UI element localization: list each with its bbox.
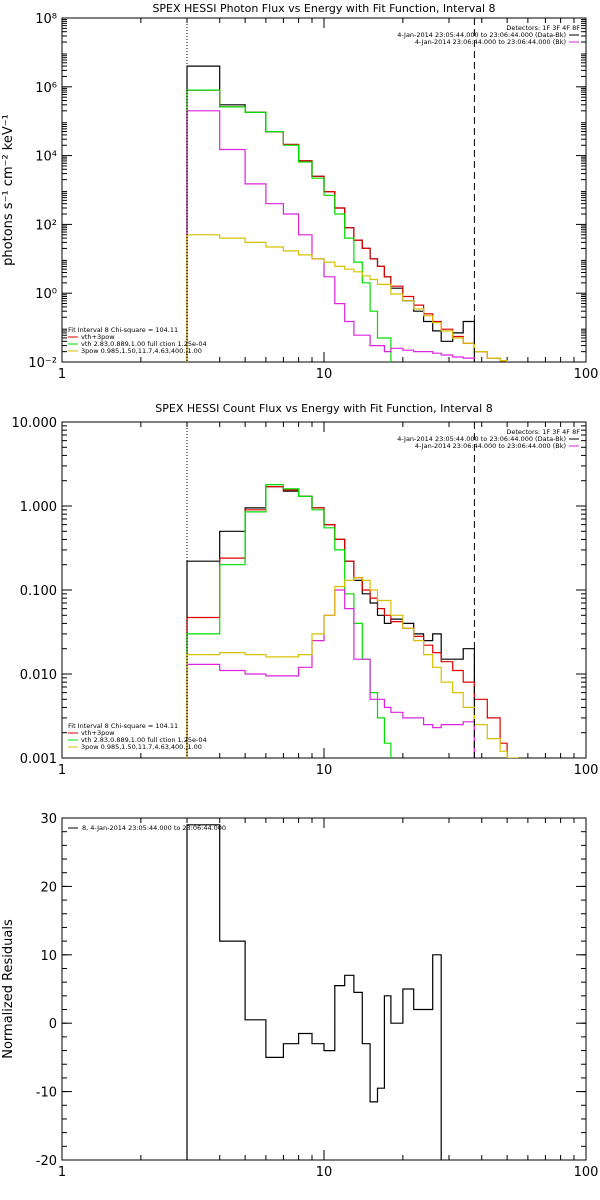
legend-entry: 4-Jan-2014 23:06:44.000 to 23:06:44.000 … xyxy=(415,442,566,450)
series-line-0 xyxy=(186,824,442,1160)
y-tick-label: -10 xyxy=(36,1086,57,1101)
series-line-1 xyxy=(186,486,508,758)
legend-entry: vth+3pow xyxy=(81,729,115,737)
x-tick-label: 100 xyxy=(574,367,599,382)
x-tick-label: 1 xyxy=(58,1165,66,1180)
residuals-panel: 1 10 100 -20 -10 0 10 20 30 Normalized Residuals 8… xyxy=(1,812,598,1180)
legend-header: Fit Interval 8 Chi-square = 104.11 xyxy=(68,722,178,730)
legend-entry: 4-Jan-2014 23:06:44.000 to 23:06:44.000 … xyxy=(415,38,566,46)
y-tick-label: 10⁸ xyxy=(35,12,57,27)
legend-bottom: Fit Interval 8 Chi-square = 104.11vth+3p… xyxy=(68,722,207,751)
legend-entry: 4-Jan-2014 23:05:44.000 to 23:06:44.000 … xyxy=(397,31,566,39)
legend-top: Detectors: 1F 3F 4F 8F4-Jan-2014 23:05:4… xyxy=(397,428,580,450)
legend-top: 8, 4-Jan-2014 23:05:44.000 to 23:06:44.0… xyxy=(68,824,226,832)
plot-frame xyxy=(61,421,587,759)
series-group xyxy=(186,65,508,362)
x-tick-label: 1 xyxy=(58,763,66,778)
y-tick-label: 20 xyxy=(40,880,57,895)
series-line-1 xyxy=(186,89,508,362)
legend-header: Fit Interval 8 Chi-square = 104.11 xyxy=(68,326,178,334)
y-tick-label: 0.001 xyxy=(20,752,57,767)
y-tick-label: 0 xyxy=(49,1017,57,1032)
series-group xyxy=(186,484,519,758)
x-tick-label: 10 xyxy=(316,1165,333,1180)
legend-entry: 4-Jan-2014 23:05:44.000 to 23:06:44.000 … xyxy=(397,435,566,443)
y-axis: -20 -10 0 10 20 30 xyxy=(36,812,586,1169)
legend-entry: vth+3pow xyxy=(81,333,115,341)
y-tick-label: 10 xyxy=(40,949,57,964)
y-axis-label: photons s⁻¹ cm⁻² keV⁻¹ xyxy=(1,114,16,266)
count-flux-panel: SPEX HESSI Count Flux vs Energy with Fit… xyxy=(12,402,599,778)
y-tick-label: 10⁴ xyxy=(35,150,57,165)
legend-entry: 3pow 0.985,1.50,11.7,4.63,400.,1.00 xyxy=(81,743,202,751)
series-line-2 xyxy=(186,89,392,362)
series-line-2 xyxy=(186,484,392,758)
y-tick-label: -20 xyxy=(36,1154,57,1169)
x-tick-label: 10 xyxy=(316,763,333,778)
series-line-0 xyxy=(186,65,475,362)
legend-top: Detectors: 1F 3F 4F 8F4-Jan-2014 23:05:4… xyxy=(397,24,580,46)
legend-header: Detectors: 1F 3F 4F 8F xyxy=(506,428,580,436)
legend-entry: vth 2.83,0.889,1.00 full ction 1.25e-04 xyxy=(81,736,207,744)
y-tick-label: 0.010 xyxy=(20,668,57,683)
y-tick-label: 1.000 xyxy=(20,500,57,515)
series-line-4 xyxy=(186,577,519,758)
x-axis: 1 10 100 xyxy=(58,18,599,382)
series-line-4 xyxy=(186,234,508,362)
series-line-3 xyxy=(186,589,475,758)
legend-entry: 3pow 0.985,1.50,11.7,4.63,400.,1.00 xyxy=(81,347,202,355)
y-axis: 0.001 0.010 0.100 1.000 10.000 xyxy=(12,416,586,767)
photon-flux-panel: SPEX HESSI Photon Flux vs Energy with Fi… xyxy=(1,2,598,382)
series-line-3 xyxy=(186,110,475,362)
legend-entry: 8, 4-Jan-2014 23:05:44.000 to 23:06:44.0… xyxy=(82,824,226,832)
y-tick-label: 10² xyxy=(35,218,57,233)
x-axis: 1 10 100 xyxy=(58,818,599,1180)
series-group xyxy=(186,824,442,1160)
y-tick-label: 30 xyxy=(40,812,57,827)
chart-title: SPEX HESSI Count Flux vs Energy with Fit… xyxy=(155,402,492,415)
y-axis-label: Normalized Residuals xyxy=(1,919,16,1059)
y-tick-label: 0.100 xyxy=(20,584,57,599)
x-tick-label: 100 xyxy=(574,1165,599,1180)
x-tick-label: 100 xyxy=(574,763,599,778)
legend-entry: vth 2.83,0.889,1.00 full ction 1.25e-04 xyxy=(81,340,207,348)
chart-title: SPEX HESSI Photon Flux vs Energy with Fi… xyxy=(152,2,495,15)
y-tick-label: 10⁶ xyxy=(35,81,57,96)
x-tick-label: 10 xyxy=(316,367,333,382)
plot-frame xyxy=(61,817,587,1161)
y-tick-label: 10⁻² xyxy=(28,356,57,371)
x-tick-label: 1 xyxy=(58,367,66,382)
legend-header: Detectors: 1F 3F 4F 8F xyxy=(506,24,580,32)
legend-bottom: Fit Interval 8 Chi-square = 104.11vth+3p… xyxy=(68,326,207,355)
y-axis: 10⁻² 10⁰ 10² 10⁴ 10⁶ 10⁸ xyxy=(28,12,586,371)
y-tick-label: 10⁰ xyxy=(35,287,57,302)
y-tick-label: 10.000 xyxy=(12,416,58,431)
